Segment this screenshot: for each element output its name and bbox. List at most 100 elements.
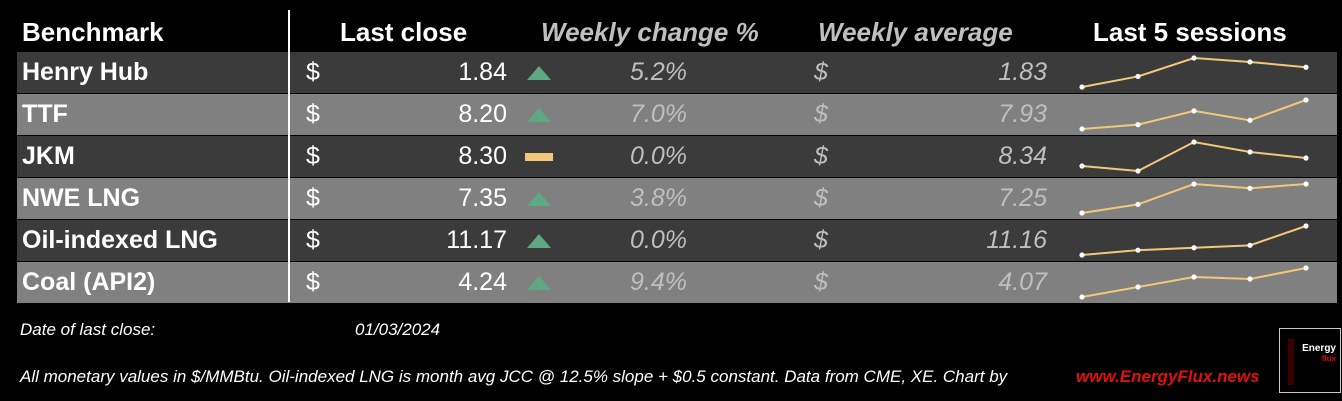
weekly-average-value: 8.34 bbox=[998, 142, 1047, 170]
sparkline-point bbox=[1303, 97, 1309, 103]
table-row: Henry Hub $1.84 5.2% $1.83 bbox=[17, 52, 1337, 93]
close-currency: $ bbox=[306, 226, 320, 254]
sparkline-line bbox=[1081, 99, 1307, 130]
up-arrow-shape bbox=[527, 66, 551, 80]
last-close-value: 1.84 bbox=[458, 58, 507, 86]
benchmark-name: NWE LNG bbox=[22, 184, 141, 212]
up-arrow-icon bbox=[527, 66, 551, 80]
average-currency: $ bbox=[814, 184, 828, 212]
last-close-value: 8.20 bbox=[458, 100, 507, 128]
up-arrow-icon bbox=[527, 192, 551, 206]
logo-band bbox=[1288, 339, 1294, 385]
sparkline-point bbox=[1303, 64, 1309, 70]
sparkline-point bbox=[1191, 139, 1197, 145]
sparkline-point bbox=[1191, 181, 1197, 187]
sparkline-point bbox=[1079, 252, 1085, 258]
flat-bar-icon bbox=[525, 153, 553, 161]
sparkline-line bbox=[1081, 225, 1307, 256]
sparkline-point bbox=[1079, 210, 1085, 216]
sparkline-line bbox=[1081, 267, 1307, 298]
sparkline bbox=[1079, 55, 1309, 90]
header-last-close: Last close bbox=[340, 17, 468, 47]
weekly-change-value: 3.8% bbox=[630, 184, 687, 212]
close-currency: $ bbox=[306, 142, 320, 170]
average-currency: $ bbox=[814, 58, 828, 86]
column-divider bbox=[288, 10, 290, 302]
up-arrow-shape bbox=[527, 108, 551, 122]
sparkline-point bbox=[1135, 284, 1141, 290]
weekly-average-value: 7.93 bbox=[998, 100, 1047, 128]
energyflux-link[interactable]: www.EnergyFlux.news bbox=[1076, 367, 1260, 386]
header-weekly-change: Weekly change % bbox=[541, 17, 759, 47]
sparkline-point bbox=[1079, 84, 1085, 90]
sparkline bbox=[1079, 181, 1309, 216]
sparkline-point bbox=[1247, 59, 1253, 65]
close-currency: $ bbox=[306, 184, 320, 212]
sparkline-point bbox=[1135, 247, 1141, 253]
up-arrow-icon bbox=[527, 108, 551, 122]
sparkline-point bbox=[1079, 126, 1085, 132]
sparkline bbox=[1079, 265, 1309, 300]
sparkline-point bbox=[1303, 181, 1309, 187]
energyflux-logo: Energy flux bbox=[1279, 328, 1341, 393]
sparkline-point bbox=[1303, 265, 1309, 271]
sparkline-point bbox=[1247, 276, 1253, 282]
header-benchmark: Benchmark bbox=[22, 17, 164, 47]
logo-text-flux: flux bbox=[1321, 354, 1336, 363]
sparkline-point bbox=[1135, 201, 1141, 208]
sparkline-point bbox=[1247, 185, 1253, 191]
flat-bar-shape bbox=[525, 153, 553, 161]
sparkline-point bbox=[1135, 73, 1141, 80]
average-currency: $ bbox=[814, 268, 828, 296]
sparkline-point bbox=[1247, 242, 1253, 248]
benchmark-name: JKM bbox=[22, 142, 75, 170]
up-arrow-icon bbox=[527, 276, 551, 290]
date-value: 01/03/2024 bbox=[355, 320, 441, 339]
sparkline bbox=[1079, 97, 1309, 132]
weekly-average-value: 7.25 bbox=[998, 184, 1047, 212]
last-close-value: 7.35 bbox=[458, 184, 507, 212]
sparkline-point bbox=[1135, 168, 1141, 174]
weekly-average-value: 1.83 bbox=[998, 58, 1047, 86]
up-arrow-shape bbox=[527, 234, 551, 248]
average-currency: $ bbox=[814, 100, 828, 128]
logo-text-energy: Energy bbox=[1302, 343, 1336, 354]
up-arrow-icon bbox=[527, 234, 551, 248]
sparkline-line bbox=[1081, 140, 1307, 173]
table-row: NWE LNG $7.35 3.8% $7.25 bbox=[17, 178, 1337, 219]
table-row: JKM $8.30 0.0% $8.34 bbox=[17, 136, 1337, 177]
table-row: Oil-indexed LNG $11.17 0.0% $11.16 bbox=[17, 220, 1337, 261]
sparkline bbox=[1079, 139, 1309, 174]
sparkline-point bbox=[1191, 245, 1197, 251]
sparkline-line bbox=[1081, 182, 1307, 214]
table-row: TTF $8.20 7.0% $7.93 bbox=[17, 94, 1337, 135]
weekly-change-value: 0.0% bbox=[630, 142, 687, 170]
close-currency: $ bbox=[306, 268, 320, 296]
header-last-5-sessions: Last 5 sessions bbox=[1093, 17, 1287, 47]
weekly-change-value: 0.0% bbox=[630, 226, 687, 254]
weekly-average-value: 4.07 bbox=[998, 268, 1047, 296]
last-close-value: 4.24 bbox=[458, 268, 507, 296]
sparkline-point bbox=[1191, 55, 1197, 61]
sparkline-point bbox=[1303, 155, 1309, 161]
weekly-change-value: 7.0% bbox=[630, 100, 687, 128]
weekly-change-value: 9.4% bbox=[630, 268, 687, 296]
sparkline-line bbox=[1081, 56, 1307, 88]
up-arrow-shape bbox=[527, 276, 551, 290]
close-currency: $ bbox=[306, 100, 320, 128]
weekly-average-value: 11.16 bbox=[986, 226, 1047, 254]
header-weekly-average: Weekly average bbox=[818, 17, 1013, 47]
sparkline-point bbox=[1135, 122, 1141, 128]
sparkline-point bbox=[1191, 274, 1197, 280]
sparkline-point bbox=[1191, 108, 1197, 114]
benchmark-name: Coal (API2) bbox=[22, 268, 156, 296]
sparkline-point bbox=[1079, 163, 1085, 169]
close-currency: $ bbox=[306, 58, 320, 86]
benchmark-name: TTF bbox=[22, 100, 68, 128]
date-label: Date of last close: bbox=[20, 320, 156, 339]
header-row: Benchmark Last close Weekly change % Wee… bbox=[17, 10, 1337, 50]
average-currency: $ bbox=[814, 226, 828, 254]
sparkline-point bbox=[1247, 149, 1253, 155]
footer-note: All monetary values in $/MMBtu. Oil-inde… bbox=[20, 367, 1008, 386]
sparkline-point bbox=[1079, 294, 1085, 300]
